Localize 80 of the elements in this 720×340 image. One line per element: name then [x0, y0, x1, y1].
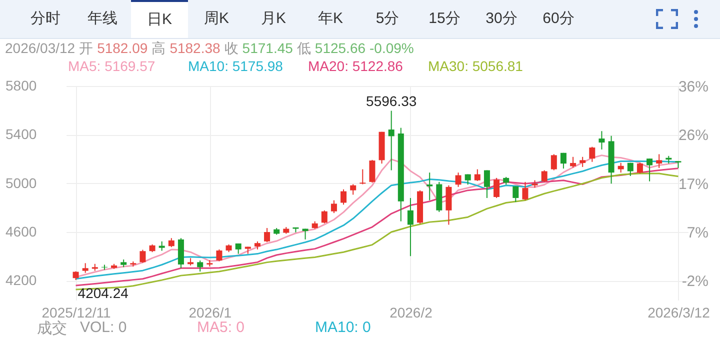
y-tick-label: 4200: [6, 272, 37, 288]
candlestick: [350, 184, 356, 196]
candlestick: [636, 162, 643, 174]
candlestick: [101, 264, 108, 270]
candlestick: [541, 170, 548, 182]
candlestick: [570, 156, 576, 168]
candlestick: [140, 249, 146, 264]
text: -0.09%: [370, 40, 414, 56]
candlestick: [512, 186, 519, 202]
text: MA5: 0: [197, 319, 245, 336]
candlestick: [446, 184, 452, 226]
y-tick-label: 5400: [6, 126, 37, 142]
text: MA20: 5122.86: [308, 58, 404, 74]
y2-tick-label: 17%: [678, 176, 708, 193]
candlestick: [264, 228, 270, 243]
text: 周K: [202, 9, 230, 29]
x-tick-label: 2026/2: [390, 304, 433, 320]
y-tick-label: 4600: [6, 223, 37, 240]
candlestick: [627, 162, 634, 176]
candlestick: [598, 130, 605, 150]
candlestick: [580, 156, 586, 168]
candlestick: [522, 181, 528, 201]
x-tick-label: 2026/3/12: [648, 304, 710, 320]
candlestick: [494, 177, 500, 198]
text: MA10: 5175.98: [188, 58, 284, 74]
candlestick: [321, 210, 328, 224]
text: 日K: [131, 0, 188, 38]
candlestick: [589, 146, 596, 162]
candlestick: [197, 260, 204, 272]
candlestick: [646, 158, 653, 182]
candlestick: [550, 154, 557, 171]
text: 收: [224, 40, 238, 56]
y-tick-label: 5800: [6, 78, 37, 94]
candlestick: [407, 197, 414, 257]
candlestick: [369, 159, 376, 184]
candlestick: [426, 172, 433, 201]
candlestick: [656, 154, 662, 168]
text: 30分: [484, 9, 518, 29]
text: 高: [152, 40, 166, 56]
candlestick: [158, 240, 165, 252]
text: 年K: [316, 9, 344, 29]
candlestick: [474, 168, 480, 182]
text: 5171.45: [242, 40, 293, 56]
candlestick: [484, 170, 490, 198]
text: 5182.09: [97, 40, 148, 56]
text: 低: [296, 40, 311, 56]
text: 60分: [542, 9, 576, 29]
text: 2026/03/12: [5, 40, 76, 56]
text: 月K: [260, 9, 287, 29]
annotation: 5596.33: [366, 92, 417, 109]
y2-tick-label: 7%: [686, 224, 708, 242]
y-tick-label: 5000: [6, 174, 37, 191]
text: 15分: [428, 9, 462, 29]
x-tick-label: 2026/1: [188, 304, 232, 320]
text: 5125.66: [314, 40, 366, 56]
text: 开: [79, 40, 94, 56]
text: MA5: 5169.57: [68, 58, 156, 74]
candlestick: [455, 172, 462, 188]
y2-tick-label: 36%: [678, 78, 708, 96]
candlestick: [330, 200, 337, 214]
candlestick: [302, 228, 308, 240]
text: MA10: 0: [315, 319, 371, 336]
text: VOL: 0: [80, 319, 127, 336]
annotation: 4204.24: [78, 285, 129, 302]
text: 5182.38: [170, 40, 220, 56]
text: 年线: [86, 9, 118, 29]
candlestick: [388, 110, 394, 171]
text: MA30: 5056.81: [428, 58, 524, 74]
candlestick: [618, 162, 624, 174]
candlestick: [216, 248, 222, 262]
text: 成交: [37, 319, 67, 338]
x-tick-label: 2025/12/11: [42, 304, 112, 320]
text: 5分: [374, 9, 400, 29]
text: 分时: [30, 9, 62, 29]
y2-tick-label: 26%: [678, 127, 708, 144]
candlestick: [82, 262, 88, 274]
candlestick: [560, 152, 566, 170]
y2-tick-label: -2%: [682, 273, 708, 290]
candlestick: [360, 168, 366, 185]
candlestick: [340, 188, 347, 206]
